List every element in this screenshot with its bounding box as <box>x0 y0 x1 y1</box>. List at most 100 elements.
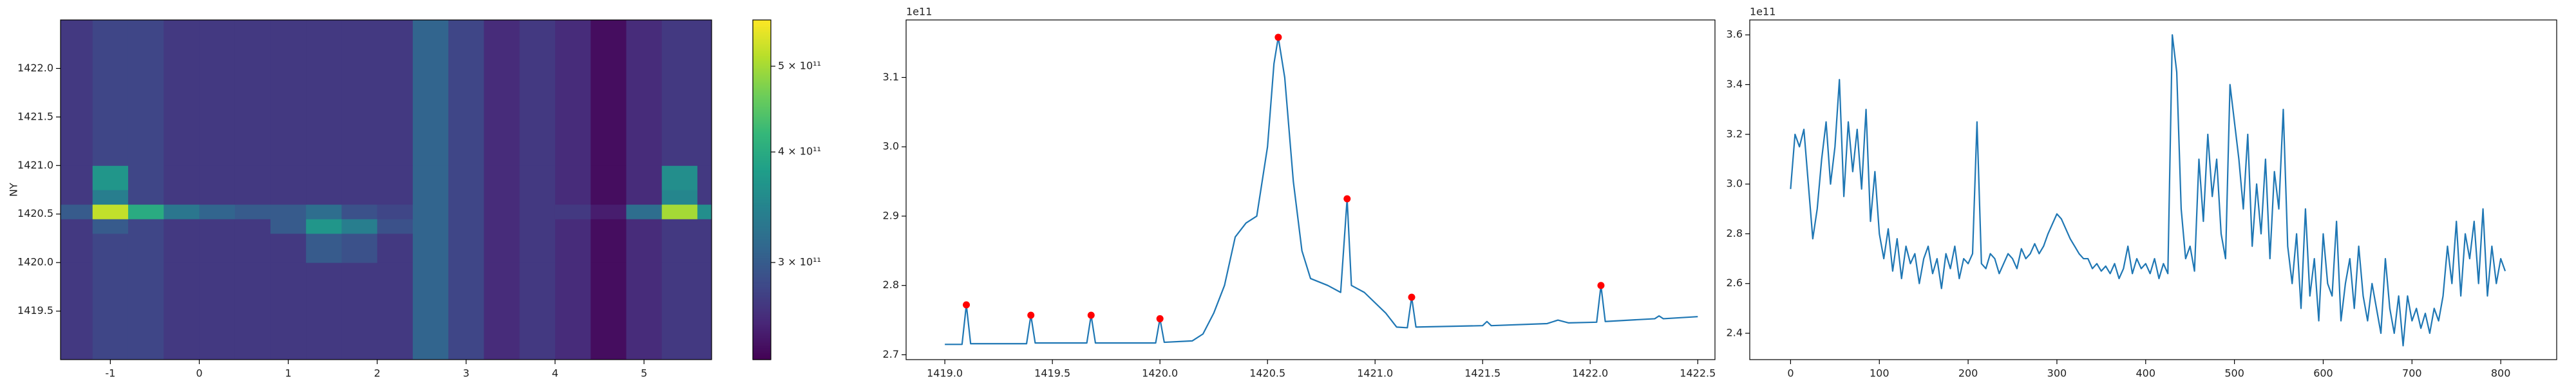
colorbar-step <box>753 225 771 228</box>
colorbar-step <box>753 228 771 231</box>
heatmap-cell <box>92 20 129 166</box>
colorbar-step <box>753 307 771 309</box>
colorbar-step <box>753 145 771 148</box>
colorbar-step <box>753 212 771 214</box>
heatmap-cell <box>128 20 164 166</box>
heatmap-cell <box>484 20 520 166</box>
heatmap-cell <box>92 233 129 263</box>
colorbar-step <box>753 67 771 70</box>
heatmap-cell <box>591 233 627 263</box>
colorbar-step <box>753 59 771 61</box>
colorbar-step <box>753 159 771 161</box>
colorbar-step <box>753 124 771 126</box>
colorbar-step <box>753 79 771 82</box>
heatmap-cell <box>591 219 627 234</box>
colorbar-step <box>753 105 771 107</box>
colorbar-step <box>753 227 771 230</box>
heatmap-cell <box>199 204 236 219</box>
heatmap-cell <box>234 219 271 234</box>
colorbar-step <box>753 276 771 279</box>
heatmap-cell <box>661 165 698 190</box>
heatmap-cell <box>554 190 591 205</box>
heatmap-cell <box>697 262 712 360</box>
colorbar-step <box>753 344 771 347</box>
y-tick-label: 1419.5 <box>17 304 53 317</box>
heatmap-cell <box>484 233 520 263</box>
heatmap-cell <box>270 190 307 205</box>
x-tick-label: 800 <box>2491 367 2511 380</box>
colorbar-step <box>753 230 771 233</box>
colorbar-step <box>753 255 771 259</box>
heatmap-cell <box>341 233 378 263</box>
heatmap-cell <box>484 219 520 234</box>
colorbar-step <box>753 356 771 358</box>
heatmap-cell <box>234 233 271 263</box>
colorbar-step <box>753 345 771 349</box>
plot-frame <box>60 19 712 360</box>
x-tick-label: 1422.5 <box>1680 367 1716 380</box>
line-series <box>945 36 1698 345</box>
heatmap-cell <box>661 190 698 205</box>
heatmap-cell <box>306 190 342 205</box>
heatmap-cell <box>377 262 413 360</box>
heatmap-cell <box>697 190 712 205</box>
colorbar-step <box>753 157 771 160</box>
colorbar-step <box>753 342 771 345</box>
heatmap-cell <box>377 165 413 190</box>
colorbar-step <box>753 281 771 284</box>
x-tick-label: -1 <box>105 367 115 380</box>
colorbar-step <box>753 310 771 313</box>
colorbar-step <box>753 21 771 24</box>
heatmap-cell <box>377 190 413 205</box>
colorbar-step <box>753 222 771 225</box>
colorbar-step <box>753 234 771 236</box>
heatmap-cell <box>164 20 200 166</box>
heatmap-cell <box>448 262 484 360</box>
heatmap-cell <box>626 204 663 219</box>
colorbar-step <box>753 183 771 185</box>
colorbar-step <box>753 275 771 277</box>
colorbar-step <box>753 302 771 304</box>
colorbar-step <box>753 278 771 280</box>
x-tick-label: 1421.0 <box>1357 367 1393 380</box>
peak-marker <box>1156 315 1164 322</box>
heatmap-cell <box>61 219 93 234</box>
colorbar-step <box>753 196 771 199</box>
colorbar-step <box>753 293 771 296</box>
colorbar-step <box>753 64 771 66</box>
heatmap-cell <box>128 190 164 205</box>
colorbar-step <box>753 169 771 172</box>
colorbar-step <box>753 235 771 238</box>
heatmap-cell <box>61 190 93 205</box>
colorbar-step <box>753 223 771 226</box>
heatmap-cell <box>270 262 307 360</box>
colorbar-step <box>753 251 771 253</box>
heatmap-cell <box>61 204 93 219</box>
heatmap-cell <box>92 165 129 190</box>
colorbar-step <box>753 47 771 50</box>
y-tick-label: 3.2 <box>1727 127 1743 140</box>
heatmap-cell <box>234 20 271 166</box>
y-tick-label: 1421.5 <box>17 110 53 122</box>
y-axis-label: NY <box>8 183 20 197</box>
colorbar-step <box>753 130 771 133</box>
heatmap-cell <box>412 204 449 219</box>
heatmap-cell <box>412 233 449 263</box>
colorbar-step <box>753 81 771 84</box>
colorbar-step <box>753 106 771 109</box>
colorbar-step <box>753 69 771 71</box>
colorbar-step <box>753 313 771 316</box>
colorbar-step <box>753 138 771 142</box>
heatmap-cell <box>270 219 307 234</box>
colorbar-step <box>753 48 771 51</box>
x-tick-label: 100 <box>1870 367 1889 380</box>
colorbar-step <box>753 82 771 85</box>
heatmap-cell <box>306 219 342 234</box>
heatmap-cells <box>61 20 712 360</box>
colorbar-step <box>753 96 771 99</box>
colorbar-step <box>753 55 771 58</box>
heatmap-cell <box>626 262 663 360</box>
heatmap-cell <box>519 219 556 234</box>
colorbar-step <box>753 127 771 129</box>
heatmap-cell <box>92 262 129 360</box>
